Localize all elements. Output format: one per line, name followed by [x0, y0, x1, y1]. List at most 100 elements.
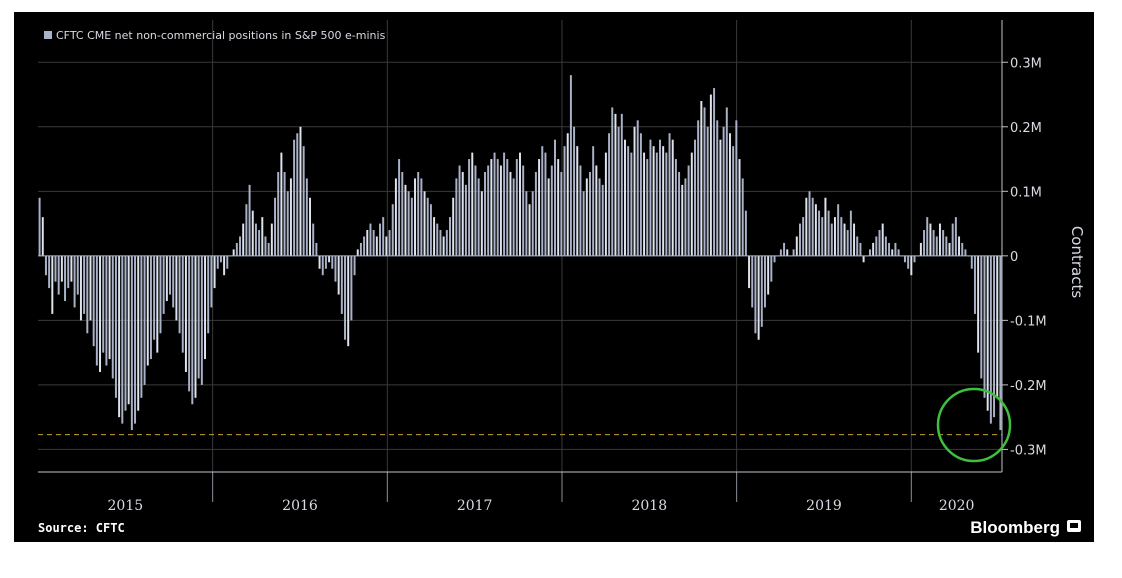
xtick-label: 2015 — [108, 498, 144, 514]
bar — [258, 230, 261, 256]
bar — [659, 139, 661, 256]
bar — [853, 223, 856, 256]
bar — [891, 249, 894, 256]
bloomberg-logo: Bloomberg — [970, 518, 1060, 537]
bar — [668, 133, 671, 256]
bar — [824, 197, 827, 256]
bar — [124, 255, 127, 411]
highlight-circle — [936, 387, 1012, 463]
bar — [639, 133, 642, 256]
bar — [802, 217, 805, 256]
bar — [445, 230, 448, 256]
x-ticks: 2015 2016 2017 2018 2019 2020 — [108, 498, 975, 514]
bar — [681, 184, 684, 256]
bar — [426, 197, 429, 256]
bar — [970, 255, 973, 269]
bar — [165, 255, 168, 302]
bar — [872, 242, 875, 256]
bar — [993, 255, 996, 418]
bar — [235, 242, 238, 256]
bar — [388, 230, 391, 256]
bar — [334, 255, 337, 282]
bar — [156, 255, 159, 353]
bar — [305, 178, 308, 256]
bar — [573, 126, 576, 256]
bar — [709, 94, 712, 256]
bar — [643, 152, 646, 256]
bar — [493, 152, 496, 256]
bar — [407, 191, 410, 256]
bar — [592, 146, 595, 256]
bar — [299, 126, 302, 256]
bar — [674, 159, 677, 256]
ytick-label: -0.1M — [1010, 314, 1047, 329]
xtick-label: 2018 — [631, 498, 667, 514]
bar — [888, 242, 891, 256]
bar — [344, 255, 346, 340]
bar — [385, 236, 388, 256]
bar — [111, 255, 114, 379]
bar — [531, 191, 534, 256]
bar — [541, 146, 544, 256]
bar — [452, 197, 455, 256]
bar — [324, 255, 327, 269]
bar — [512, 178, 515, 256]
bar — [41, 217, 44, 256]
bar — [760, 255, 763, 327]
bar — [375, 236, 378, 256]
bar — [490, 159, 493, 256]
bar — [356, 249, 359, 256]
bar — [601, 184, 604, 256]
bar — [197, 255, 200, 379]
bar — [449, 217, 451, 256]
bar — [70, 255, 73, 282]
bar — [219, 255, 222, 263]
bar — [611, 107, 614, 256]
bar — [754, 255, 757, 334]
bar — [401, 171, 404, 256]
xtick-label: 2019 — [806, 498, 842, 514]
bar — [744, 210, 747, 256]
bar — [534, 171, 537, 256]
bar — [506, 159, 509, 256]
bar — [251, 210, 254, 256]
bar — [503, 152, 506, 256]
bar — [143, 255, 146, 385]
bar — [146, 255, 149, 366]
ytick-label: 0 — [1010, 250, 1018, 265]
bar — [636, 120, 639, 256]
bar — [544, 152, 547, 256]
bar — [515, 159, 518, 256]
bar — [964, 249, 967, 256]
bar — [894, 242, 897, 256]
bar — [662, 146, 665, 256]
bar — [554, 139, 556, 256]
bar — [366, 230, 369, 256]
bar — [48, 255, 51, 289]
bar — [528, 204, 531, 256]
bar — [525, 191, 528, 256]
bar — [808, 191, 811, 256]
bar — [439, 230, 442, 256]
bar — [159, 255, 162, 334]
bar — [538, 159, 541, 256]
bar — [903, 255, 906, 263]
bar — [795, 236, 798, 256]
bar — [945, 236, 948, 256]
bar — [328, 255, 331, 263]
bar — [948, 242, 951, 256]
bar — [846, 230, 849, 256]
bar — [172, 255, 175, 308]
bar — [751, 255, 754, 308]
bar — [671, 139, 674, 256]
bar — [770, 255, 773, 282]
bar — [89, 255, 92, 321]
bar — [703, 107, 706, 256]
bar — [83, 255, 86, 314]
bar — [735, 120, 738, 256]
bar — [181, 255, 184, 353]
bar — [60, 255, 63, 282]
bar — [264, 236, 267, 256]
bar — [391, 204, 394, 256]
bar — [54, 255, 57, 282]
